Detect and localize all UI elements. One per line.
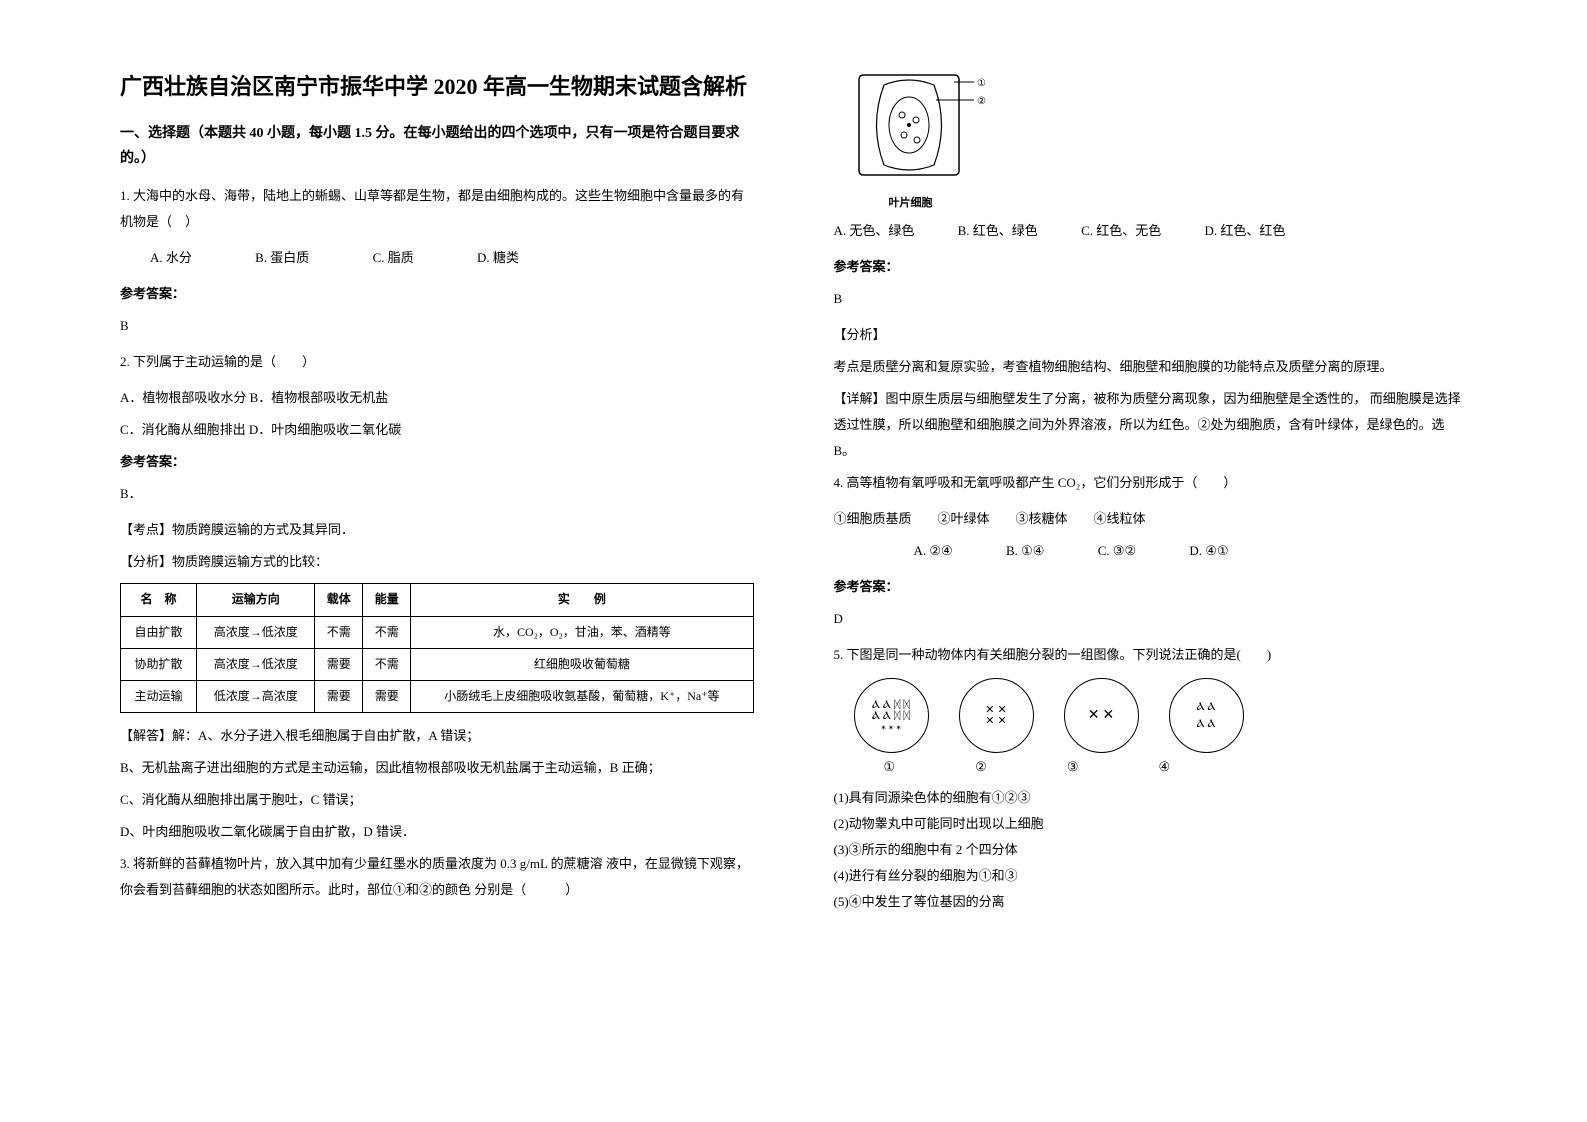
q3-optB: B. 红色、绿色 (958, 218, 1038, 244)
th-name: 名 称 (121, 584, 197, 616)
page-title: 广西壮族自治区南宁市振华中学 2020 年高一生物期末试题含解析 (120, 70, 754, 103)
cell: 协助扩散 (121, 648, 197, 680)
q1-optC: C. 脂质 (373, 245, 414, 271)
cell: 高浓度→低浓度 (197, 648, 315, 680)
q5-sub4: (4)进行有丝分裂的细胞为①和③ (834, 863, 1468, 889)
cell-1: ⲀⲀᛞᛞ ⲀⲀᛞᛞ ✶ ✶ ✶ (854, 678, 929, 753)
cell: 低浓度→高浓度 (197, 680, 315, 712)
q3-answer-label: 参考答案： (834, 254, 1468, 280)
cell: 红细胞吸收葡萄糖 (411, 648, 753, 680)
label-4: ④ (1158, 759, 1170, 775)
q4-optA: A. ②④ (914, 538, 953, 564)
q3-optC: C. 红色、无色 (1081, 218, 1161, 244)
q4-answer-label: 参考答案： (834, 574, 1468, 600)
table-row: 自由扩散 高浓度→低浓度 不需 不需 水，CO₂，O₂，甘油，苯、酒精等 (121, 616, 754, 648)
q3-text: 3. 将新鲜的苔藓植物叶片，放入其中加有少量红墨水的质量浓度为 0.3 g/mL… (120, 851, 754, 903)
cell-2: ✕✕ ✕✕ (959, 678, 1034, 753)
cell: 需要 (315, 680, 363, 712)
table-row: 主动运输 低浓度→高浓度 需要 需要 小肠绒毛上皮细胞吸收氨基酸，葡萄糖，K⁺，… (121, 680, 754, 712)
cell: 自由扩散 (121, 616, 197, 648)
section-header: 一、选择题（本题共 40 小题，每小题 1.5 分。在每小题给出的四个选项中，只… (120, 121, 754, 171)
cell: 不需 (315, 616, 363, 648)
q4-options: A. ②④ B. ①④ C. ③② D. ④① (834, 538, 1468, 564)
q2-opts-line2: C．消化酶从细胞排出 D．叶肉细胞吸收二氧化碳 (120, 417, 754, 443)
cell-3: ✕✕ (1064, 678, 1139, 753)
q2-explainA: 【解答】解：A、水分子进入根毛细胞属于自由扩散，A 错误； (120, 723, 754, 749)
q5-sub5: (5)④中发生了等位基因的分离 (834, 889, 1468, 915)
q3-answer: B (834, 286, 1468, 312)
q3-optA: A. 无色、绿色 (834, 218, 915, 244)
q2-answer-label: 参考答案： (120, 449, 754, 475)
q2-answer: B． (120, 481, 754, 507)
cell: 水，CO₂，O₂，甘油，苯、酒精等 (411, 616, 753, 648)
cell: 需要 (315, 648, 363, 680)
q3-options: A. 无色、绿色 B. 红色、绿色 C. 红色、无色 D. 红色、红色 (834, 218, 1468, 244)
division-diagrams: ⲀⲀᛞᛞ ⲀⲀᛞᛞ ✶ ✶ ✶ ✕✕ ✕✕ ✕✕ ⲀⲀ ⲀⲀ (854, 678, 1468, 753)
cell-caption: 叶片细胞 (889, 194, 1468, 210)
q1-optB: B. 蛋白质 (255, 245, 309, 271)
q2-analysis: 【分析】物质跨膜运输方式的比较： (120, 549, 754, 575)
cell: 高浓度→低浓度 (197, 616, 315, 648)
cell-4: ⲀⲀ ⲀⲀ (1169, 678, 1244, 753)
th-example: 实 例 (411, 584, 753, 616)
th-energy: 能量 (363, 584, 411, 616)
q1-answer: B (120, 313, 754, 339)
cell: 小肠绒毛上皮细胞吸收氨基酸，葡萄糖，K⁺，Na⁺等 (411, 680, 753, 712)
label-1: ① (884, 759, 896, 775)
cell-diagram: ① ② (854, 70, 989, 185)
q3-analysis-label: 【分析】 (834, 322, 1468, 348)
q2-opts-line1: A．植物根部吸收水分 B．植物根部吸收无机盐 (120, 385, 754, 411)
q1-text: 1. 大海中的水母、海带，陆地上的蜥蜴、山草等都是生物，都是由细胞构成的。这些生… (120, 183, 754, 235)
label-2: ② (975, 759, 987, 775)
q3-analysis: 考点是质壁分离和复原实验，考查植物细胞结构、细胞壁和细胞膜的功能特点及质壁分离的… (834, 354, 1468, 380)
th-carrier: 载体 (315, 584, 363, 616)
q2-explainB: B、无机盐离子进出细胞的方式是主动运输，因此植物根部吸收无机盐属于主动运输，B … (120, 755, 754, 781)
label-3: ③ (1067, 759, 1079, 775)
q2-point: 【考点】物质跨膜运输的方式及其异同． (120, 517, 754, 543)
q2-text: 2. 下列属于主动运输的是（ ） (120, 349, 754, 375)
q5-text: 5. 下图是同一种动物体内有关细胞分裂的一组图像。下列说法正确的是( ) (834, 642, 1468, 668)
cell: 不需 (363, 648, 411, 680)
svg-text:②: ② (977, 96, 986, 107)
q1-optD: D. 糖类 (477, 245, 519, 271)
q2-explainD: D、叶肉细胞吸收二氧化碳属于自由扩散，D 错误． (120, 819, 754, 845)
q5-sub3: (3)③所示的细胞中有 2 个四分体 (834, 837, 1468, 863)
cell: 不需 (363, 616, 411, 648)
q4-answer: D (834, 606, 1468, 632)
q4-items: ①细胞质基质 ②叶绿体 ③核糖体 ④线粒体 (834, 506, 1468, 532)
q4-optD: D. ④① (1189, 538, 1228, 564)
q5-sub1: (1)具有同源染色体的细胞有①②③ (834, 785, 1468, 811)
q1-options: A. 水分 B. 蛋白质 C. 脂质 D. 糖类 (120, 245, 754, 271)
cell: 需要 (363, 680, 411, 712)
q5-sub2: (2)动物睾丸中可能同时出现以上细胞 (834, 811, 1468, 837)
svg-text:①: ① (977, 78, 986, 89)
q1-optA: A. 水分 (150, 245, 192, 271)
q1-answer-label: 参考答案： (120, 281, 754, 307)
transport-table: 名 称 运输方向 载体 能量 实 例 自由扩散 高浓度→低浓度 不需 不需 水，… (120, 583, 754, 713)
th-direction: 运输方向 (197, 584, 315, 616)
q3-optD: D. 红色、红色 (1204, 218, 1285, 244)
q4-text: 4. 高等植物有氧呼吸和无氧呼吸都产生 CO₂，它们分别形成于（ ） (834, 470, 1468, 496)
table-row: 协助扩散 高浓度→低浓度 需要 不需 红细胞吸收葡萄糖 (121, 648, 754, 680)
division-labels: ① ② ③ ④ (884, 759, 1468, 775)
q2-explainC: C、消化酶从细胞排出属于胞吐，C 错误； (120, 787, 754, 813)
cell: 主动运输 (121, 680, 197, 712)
q4-optC: C. ③② (1098, 538, 1136, 564)
q4-optB: B. ①④ (1006, 538, 1044, 564)
q3-detail: 【详解】图中原生质层与细胞壁发生了分离，被称为质壁分离现象，因为细胞壁是全透性的… (834, 386, 1468, 464)
